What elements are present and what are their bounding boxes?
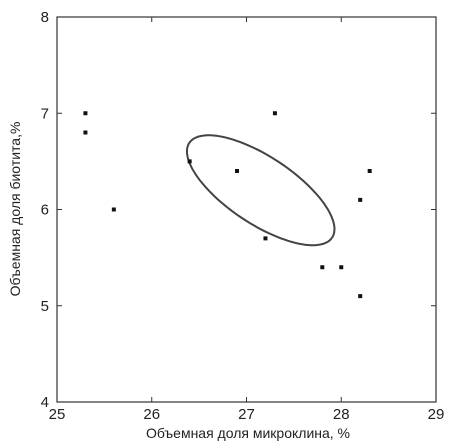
data-point (320, 265, 325, 270)
x-tick-label: 25 (49, 406, 66, 423)
data-point (83, 130, 88, 135)
y-axis-label: Объемная доля биотита,% (7, 122, 23, 297)
data-point (272, 111, 277, 116)
data-point (358, 294, 363, 299)
x-tick-label: 28 (333, 406, 350, 423)
data-point (358, 197, 363, 202)
x-tick-label: 26 (143, 406, 160, 423)
x-axis-label: Объемная доля микроклина, % (146, 425, 350, 441)
data-point (187, 159, 192, 164)
y-tick-label: 7 (41, 105, 49, 122)
confidence-ellipse (186, 134, 336, 247)
tick-marks (56, 16, 437, 403)
x-tick-label: 29 (428, 406, 445, 423)
y-tick-label: 4 (41, 394, 49, 411)
y-tick-label: 8 (41, 9, 49, 26)
y-tick-label: 5 (41, 298, 49, 315)
x-tick-label: 27 (238, 406, 255, 423)
y-tick-label: 6 (41, 202, 49, 219)
tick-labels: 25 26 27 28 29 4 5 6 7 8 (41, 9, 445, 423)
data-point (235, 169, 240, 173)
data-point (339, 265, 344, 270)
data-point (263, 236, 268, 241)
data-point (367, 169, 372, 173)
data-point (83, 111, 88, 116)
data-point (111, 207, 116, 212)
plot-area (56, 16, 437, 403)
